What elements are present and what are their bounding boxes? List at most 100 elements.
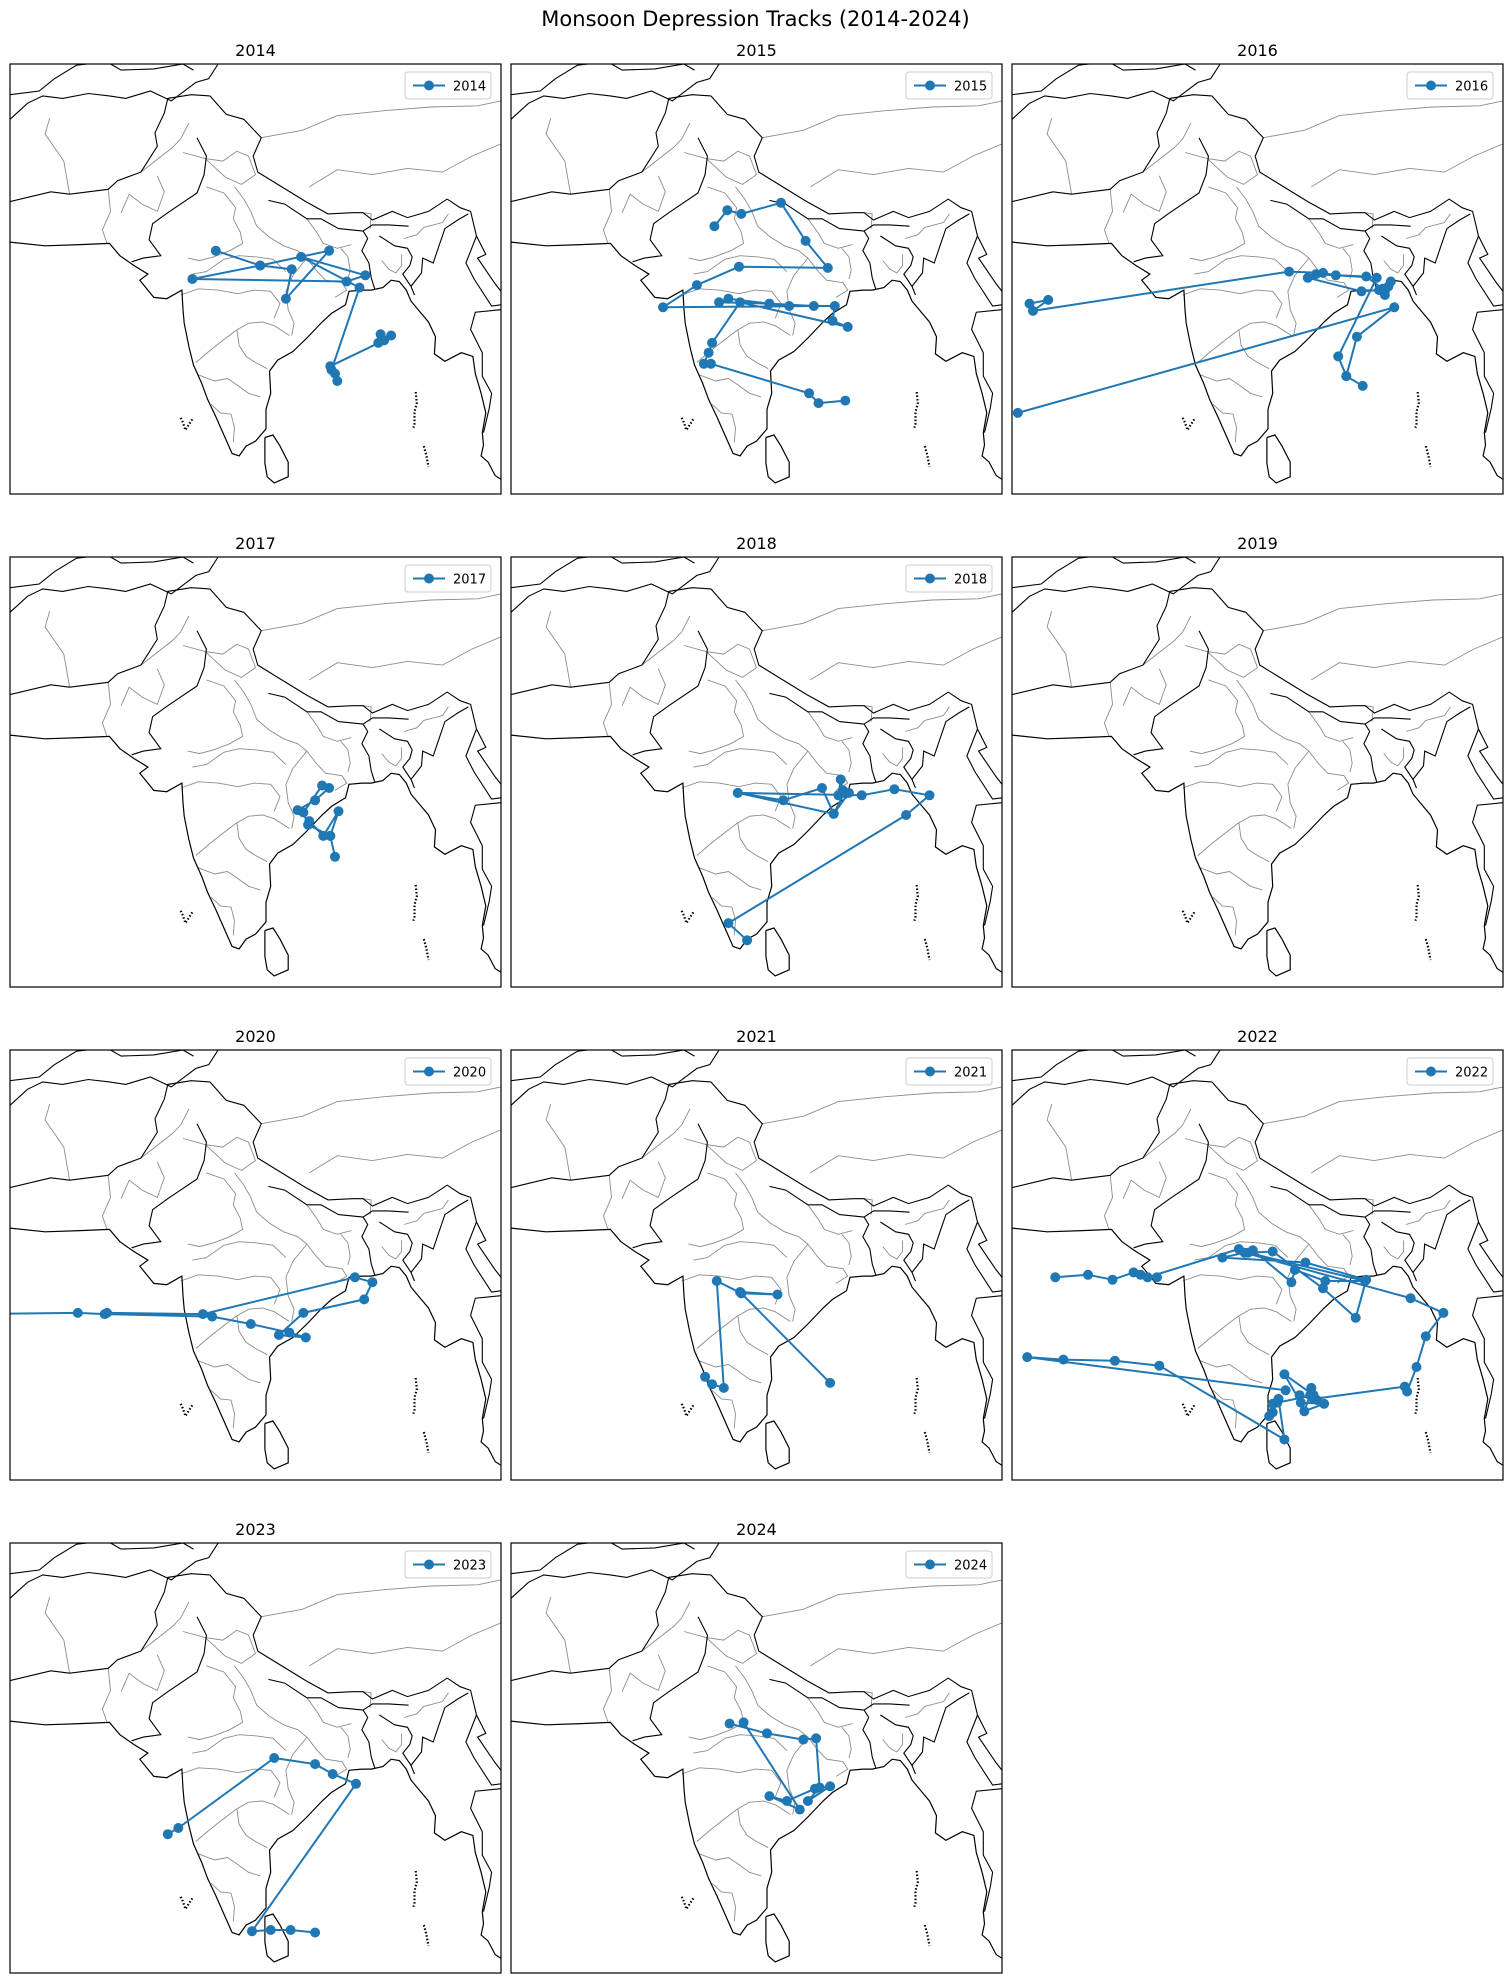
track-point [703,347,714,358]
state-boundary [1342,1234,1353,1266]
track-point [718,1382,729,1393]
track-point [1289,1264,1300,1275]
state-boundary [1200,1360,1263,1384]
country-border [1467,728,1503,800]
coastline [10,1720,501,1959]
track-point [1330,270,1341,281]
country-border [511,94,711,203]
island-chain [923,1924,931,1947]
track-point [811,1733,822,1744]
state-boundary [234,186,308,259]
state-boundary [261,593,501,632]
island-chain [1414,391,1420,429]
track-point [835,774,846,785]
track-point [367,1277,378,1288]
track-point [1399,1381,1410,1392]
state-boundary [807,1736,849,1777]
track-point [280,293,291,304]
country-border [511,64,720,120]
track-group [723,774,935,946]
panel-frame [9,556,502,988]
country-border [268,1185,364,1218]
state-boundary [198,1360,261,1384]
legend-marker [424,573,434,584]
map-panel: 2016 2016 [1011,41,1504,495]
panel-frame [510,556,1003,988]
map-panel: 2017 2017 [9,534,502,988]
track-point [173,1823,184,1833]
state-boundary [306,1243,348,1284]
state-boundary [140,122,190,173]
track-point [247,1926,257,1937]
track-group [187,245,397,386]
map-panel: 2024 2024 [510,1520,1003,1974]
country-border [632,1123,708,1249]
track-point [1333,351,1344,362]
country-border [1467,235,1503,307]
state-boundary [195,321,290,363]
legend-marker [424,80,434,91]
state-boundary [381,1733,403,1753]
legend-box [905,1550,993,1579]
track-point [310,1927,321,1938]
country-border [971,309,1002,433]
legend-box [905,564,993,593]
state-boundary [621,668,666,706]
island-chain [1424,938,1432,961]
track-point [1311,269,1321,280]
state-boundary [810,636,1002,681]
country-border [209,1081,501,1278]
legend-box [1406,71,1494,100]
state-boundary [786,750,809,829]
state-boundary [882,1240,904,1260]
state-boundary [1238,1315,1270,1356]
state-boundary [882,254,904,274]
track-point [840,395,851,406]
country-border [511,1050,720,1106]
track-point [1022,1352,1033,1363]
track-point [817,783,827,793]
state-boundary [198,1853,261,1877]
track-point [724,1718,735,1729]
state-boundary [1194,255,1289,275]
track-point [1299,1406,1310,1417]
country-border [470,802,501,926]
track-point [1350,1312,1361,1323]
state-boundary [864,1691,873,1708]
country-border [710,1081,1002,1278]
island-chain [923,938,931,961]
track-point [1308,1390,1319,1401]
base-map [511,1050,1002,1470]
track-point [354,282,365,293]
panel-title: 2019 [1237,534,1278,553]
track-point [386,330,397,341]
country-border [769,692,865,725]
country-border [862,1709,877,1768]
track-point [1284,266,1295,277]
state-boundary [101,1668,111,1723]
track-point [210,245,221,256]
track-point [825,1377,836,1388]
country-border [862,230,877,289]
state-boundary [621,1654,666,1692]
state-boundary [699,1853,762,1877]
country-border [611,1543,695,1550]
island-chain [1414,884,1420,922]
state-boundary [1194,748,1289,768]
country-border [611,1050,695,1057]
track-point [794,1804,805,1815]
state-boundary [1311,1129,1503,1174]
state-boundary [198,374,261,398]
state-boundary [210,1882,235,1922]
track-point [1389,302,1400,313]
track-point [1279,1369,1290,1380]
country-border [1133,137,1209,263]
island-chain [913,1377,919,1415]
track-point [1420,1331,1431,1342]
map-panel: 2019 [1011,534,1504,988]
track-point [330,851,340,862]
state-boundary [1236,186,1310,259]
state-boundary [786,1736,809,1815]
base-map [10,1050,501,1470]
state-boundary [306,711,352,742]
